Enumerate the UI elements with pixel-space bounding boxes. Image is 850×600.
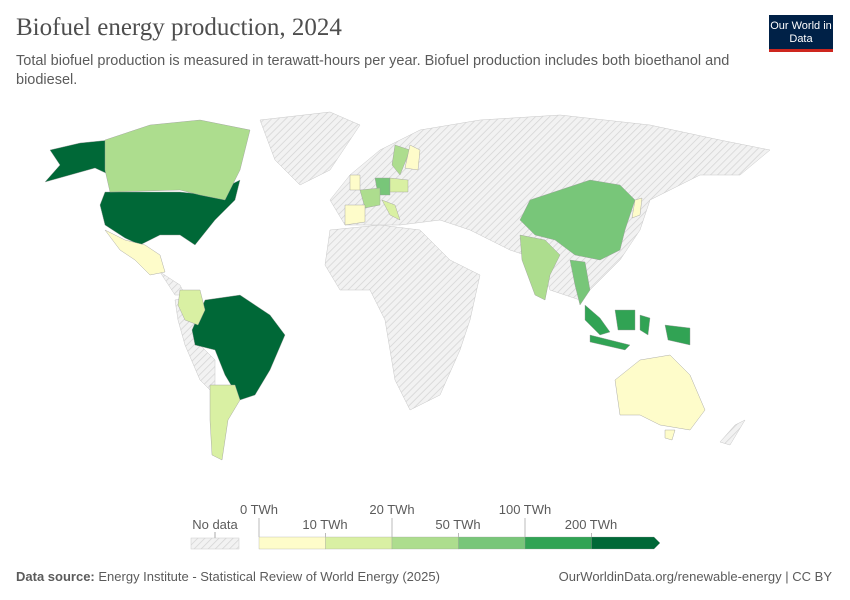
- country-finland[interactable]: [404, 144, 421, 171]
- country-india[interactable]: [519, 234, 561, 301]
- country-japan[interactable]: [631, 197, 643, 219]
- data-source: Data source: Energy Institute - Statisti…: [16, 569, 440, 584]
- legend-bin-1[interactable]: [325, 536, 393, 550]
- country-australia[interactable]: [664, 429, 676, 441]
- legend-tick-50: 50 TWh: [435, 517, 481, 532]
- legend-tick-200: 200 TWh: [564, 517, 618, 532]
- legend-bin-4[interactable]: [524, 536, 592, 550]
- country-france[interactable]: [359, 187, 381, 209]
- legend-no-data-swatch: [190, 537, 240, 550]
- country-australia[interactable]: [614, 354, 706, 431]
- country-mexico[interactable]: [104, 229, 166, 276]
- legend-bin-0[interactable]: [258, 536, 326, 550]
- legend-bin-3[interactable]: [458, 536, 526, 550]
- new-zealand-no-data: [719, 419, 746, 446]
- legend-bin-5[interactable]: [591, 536, 661, 550]
- country-poland[interactable]: [389, 177, 409, 193]
- owid-logo[interactable]: Our World in Data: [769, 15, 833, 52]
- country-united-kingdom[interactable]: [349, 174, 361, 191]
- country-brazil[interactable]: [191, 294, 286, 401]
- chart-title: Biofuel energy production, 2024: [16, 14, 342, 41]
- country-sweden[interactable]: [391, 144, 411, 176]
- country-thailand[interactable]: [569, 259, 591, 306]
- chart-subtitle: Total biofuel production is measured in …: [16, 53, 730, 88]
- country-indonesia[interactable]: [639, 314, 651, 336]
- source-text[interactable]: Energy Institute - Statistical Review of…: [98, 569, 440, 584]
- country-spain[interactable]: [344, 204, 366, 226]
- country-indonesia[interactable]: [584, 304, 611, 336]
- source-label: Data source:: [16, 569, 95, 584]
- world-map: [44, 111, 771, 461]
- country-indonesia[interactable]: [614, 309, 636, 331]
- country-canada[interactable]: [104, 119, 251, 201]
- greenland: [259, 111, 361, 186]
- legend-tick-20: 20 TWh: [369, 502, 415, 517]
- footer-url[interactable]: OurWorldinData.org/renewable-energy | CC…: [558, 569, 832, 584]
- country-italy[interactable]: [381, 199, 401, 221]
- country-indonesia[interactable]: [589, 334, 631, 351]
- legend-no-data-label: No data: [192, 517, 238, 532]
- legend-bin-2[interactable]: [391, 536, 459, 550]
- country-argentina[interactable]: [209, 384, 241, 461]
- country-colombia[interactable]: [177, 289, 206, 326]
- legend-tick-10: 10 TWh: [302, 517, 348, 532]
- country-indonesia[interactable]: [664, 324, 691, 346]
- legend-tick-100: 100 TWh: [498, 502, 552, 517]
- legend-tick-0: 0 TWh: [239, 502, 279, 517]
- country-china[interactable]: [519, 179, 636, 261]
- africa-no-data: [324, 224, 481, 411]
